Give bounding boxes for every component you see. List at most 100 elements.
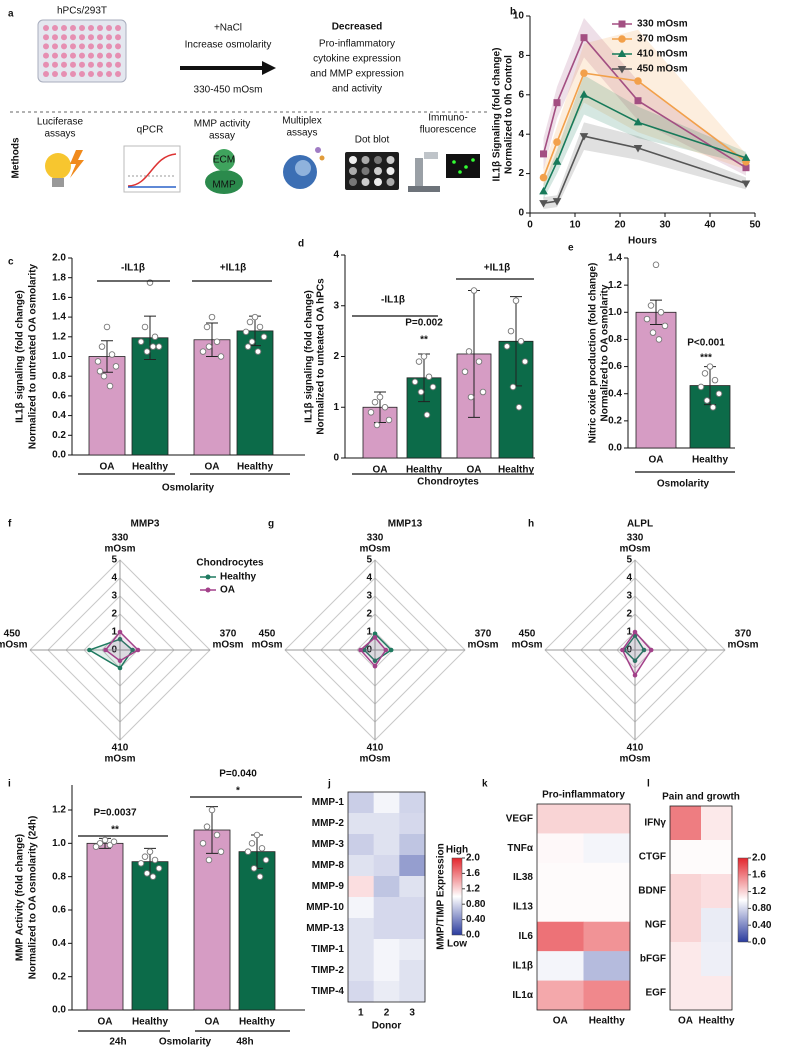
heat-cell [373, 981, 400, 1003]
axis-label: 450 [519, 629, 536, 640]
radar-point [87, 647, 92, 653]
y-tick-label: 2.0 [52, 253, 66, 264]
chart-title: Pain and growth [662, 792, 740, 803]
row-label: MMP-8 [312, 860, 345, 871]
data-point [137, 338, 145, 345]
heat-cell [670, 874, 702, 909]
axis-label: 330 [367, 533, 384, 544]
data-point [203, 823, 211, 830]
data-point [512, 297, 520, 304]
heat-cell [399, 834, 426, 856]
method-label: MMP activity [194, 119, 251, 130]
well [115, 34, 121, 41]
well-plate [37, 19, 127, 83]
well [61, 52, 67, 59]
legend-label: Healthy [220, 572, 257, 583]
legend-label: 450 mOsm [637, 64, 688, 75]
row-label: IL38 [513, 872, 533, 883]
y-tick-label: 1.0 [52, 838, 66, 849]
well [52, 61, 58, 68]
data-point [155, 343, 163, 350]
legend-marker [205, 574, 211, 580]
well [70, 71, 76, 77]
heatmap-frame [347, 791, 426, 1003]
well [106, 25, 112, 31]
heat-cell [537, 980, 584, 1011]
y-tick-label: 1.2 [52, 331, 66, 342]
column-label: OA [553, 1016, 568, 1027]
data-point [208, 313, 216, 321]
heat-cell [399, 792, 426, 814]
bulb [45, 153, 71, 179]
y-axis-label: Normalized to OA osmolarity [600, 284, 611, 421]
marker [617, 66, 627, 74]
blot-dot [349, 167, 357, 175]
group-label: -IL1β [121, 263, 145, 274]
blot-dot [374, 156, 382, 164]
x-tick-label: Healthy [237, 462, 274, 473]
y-tick-label: 3 [333, 300, 339, 311]
well [79, 52, 85, 59]
chart-title: MMP3 [131, 519, 160, 530]
well [106, 52, 112, 59]
well [115, 52, 121, 59]
data-point [655, 336, 663, 343]
blot-dot [386, 178, 395, 186]
x-tick-label: OA [467, 465, 482, 476]
colorbar-tick-label: 0.40 [466, 914, 486, 925]
colorbar-tick-label: 1.2 [466, 883, 480, 894]
panel-label: g [268, 519, 274, 530]
data-point [260, 333, 268, 341]
qpcr-icon [123, 145, 181, 193]
marker [618, 20, 626, 28]
heat-cell [537, 951, 584, 981]
data-point [415, 358, 423, 365]
marker [553, 138, 561, 146]
heat-cell [670, 976, 702, 1011]
data-point [417, 388, 425, 396]
legend-label: 330 mOsm [637, 19, 688, 30]
marker [633, 144, 643, 153]
heat-cell [670, 806, 702, 841]
data-point [253, 831, 261, 839]
x-tick-label: Healthy [692, 455, 729, 466]
heat-cell [537, 833, 584, 864]
colorbar [737, 857, 749, 943]
data-point [429, 383, 437, 391]
y-tick-label: 10 [513, 11, 525, 22]
data-point [213, 338, 221, 345]
data-point [251, 313, 259, 321]
y-tick-label: 1 [333, 402, 339, 413]
data-point [246, 318, 254, 326]
y-tick-label: 0.6 [608, 361, 622, 372]
radar-point [103, 647, 108, 653]
data-point [703, 397, 711, 404]
y-axis-label: Nitric oxide procduction (fold change) [588, 263, 599, 444]
data-point [262, 856, 270, 864]
data-point [515, 404, 523, 411]
data-point [503, 343, 511, 350]
data-point [647, 302, 655, 309]
r-tick-label: 4 [111, 573, 117, 584]
radar-point [641, 647, 647, 653]
data-point [149, 873, 157, 880]
data-point [151, 856, 159, 864]
marker [580, 34, 588, 42]
group-label: +IL1β [220, 263, 246, 274]
well [70, 61, 76, 68]
heat-cell [537, 892, 584, 923]
row-label: MMP-10 [306, 902, 344, 913]
marker [618, 35, 626, 43]
marker [579, 90, 589, 98]
y-axis-label: Normalized to unteated OA hPCs [316, 278, 327, 435]
data-point [244, 848, 252, 855]
well [43, 25, 49, 31]
data-point [143, 870, 151, 877]
blot-dot [386, 167, 395, 175]
row-label: IL13 [513, 902, 533, 913]
well [52, 43, 58, 50]
colorbar-tick-label: 1.2 [752, 886, 766, 897]
heat-cell [537, 804, 584, 834]
method-label: Luciferase [37, 117, 84, 128]
data-point [199, 840, 207, 847]
